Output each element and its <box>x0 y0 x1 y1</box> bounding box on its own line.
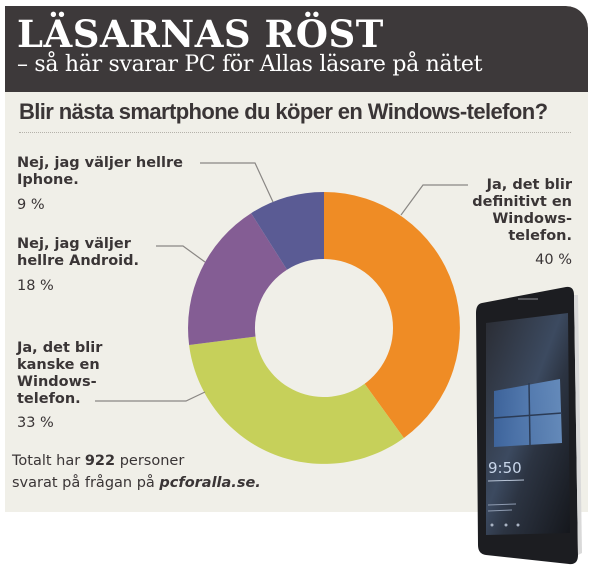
slice-definitivt <box>324 192 460 438</box>
footer-text: svarat på frågan på <box>12 475 160 491</box>
dotted-divider <box>19 132 571 133</box>
label-line: definitivt en <box>472 194 572 210</box>
footer-text: personer <box>115 453 185 469</box>
slice-android <box>188 213 287 345</box>
label-line: telefon. <box>508 228 572 244</box>
footer-text: Totalt har <box>12 453 85 469</box>
site-name: pcforalla.se. <box>159 475 261 491</box>
label-line: Ja, det blir <box>17 340 103 356</box>
label-line: hellre Android. <box>17 253 140 269</box>
label-kanske: Ja, det blir kanske en Windows- telefon. <box>17 340 102 408</box>
label-line: Windows- <box>17 374 97 390</box>
respondent-count: 922 <box>84 453 116 469</box>
label-line: Windows- <box>492 211 572 227</box>
label-android: Nej, jag väljer hellre Android. <box>17 236 139 270</box>
header-banner: LÄSARNAS RÖST – så här svarar PC för All… <box>5 6 588 92</box>
page-subtitle: – så här svarar PC för Allas läsare på n… <box>17 52 483 77</box>
pct-android: 18 % <box>17 278 54 294</box>
label-line: Ja, det blir <box>486 177 572 193</box>
label-iphone: Nej, jag väljer hellre Iphone. <box>17 155 183 189</box>
leader-line-kanske <box>95 391 206 402</box>
label-line: Nej, jag väljer <box>17 236 131 252</box>
label-line: Iphone. <box>17 172 79 188</box>
pct-iphone: 9 % <box>17 197 45 213</box>
survey-question: Blir nästa smartphone du köper en Window… <box>19 99 548 124</box>
footer-note: Totalt har 922 personer svarat på frågan… <box>12 450 261 494</box>
page-title: LÄSARNAS RÖST <box>17 12 384 56</box>
label-line: kanske en <box>17 357 100 373</box>
label-line: Nej, jag väljer hellre <box>17 155 183 171</box>
slice-kanske <box>189 336 404 464</box>
phone-clock: 9:50 <box>488 459 522 477</box>
footer-line-2: svarat på frågan på pcforalla.se. <box>12 472 261 494</box>
leader-line-android <box>156 245 206 263</box>
infographic-panel: LÄSARNAS RÖST – så här svarar PC för All… <box>5 6 588 512</box>
pct-definitivt: 40 % <box>535 252 572 268</box>
windows-phone-image: 9:50 <box>476 286 582 565</box>
leader-line-iphone <box>200 162 274 203</box>
footer-line-1: Totalt har 922 personer <box>12 450 261 472</box>
slice-iphone <box>251 192 324 270</box>
pct-kanske: 33 % <box>17 415 54 431</box>
label-definitivt: Ja, det blir definitivt en Windows- tele… <box>440 177 572 245</box>
leader-line-definitivt <box>400 184 468 216</box>
speaker-grille <box>518 298 538 300</box>
label-line: telefon. <box>17 391 81 407</box>
